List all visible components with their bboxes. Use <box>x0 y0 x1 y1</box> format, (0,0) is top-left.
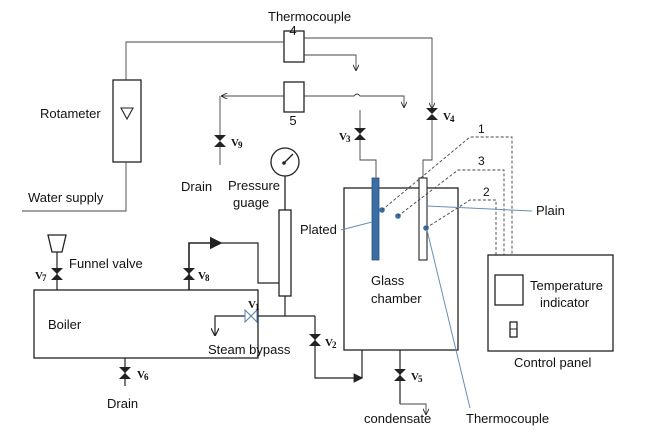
glass-chamber <box>343 187 459 351</box>
superheater-outlet <box>284 296 315 317</box>
pressure-gauge-label-line2: guage <box>233 195 269 210</box>
wire-label-1: 1 <box>478 122 485 136</box>
tc-number-4: 4 <box>289 23 296 38</box>
svg-text:V: V <box>411 371 419 383</box>
svg-text:7: 7 <box>42 273 47 283</box>
superheater-column <box>278 209 292 297</box>
svg-text:V: V <box>443 111 451 123</box>
svg-text:5: 5 <box>418 374 423 384</box>
svg-text:V: V <box>339 131 347 143</box>
signal-line-tc5-right <box>304 93 404 107</box>
svg-text:V: V <box>231 137 239 149</box>
temperature-indicator-label-2: indicator <box>540 295 590 310</box>
boiler-label: Boiler <box>48 317 82 332</box>
funnel-valve-label: Funnel valve <box>69 256 143 271</box>
thermocouple-bottom-leader <box>426 229 471 409</box>
water-supply-label: Water supply <box>28 190 104 205</box>
steam-bypass-line <box>215 315 285 335</box>
valve-v6[interactable]: V 6 <box>119 367 149 382</box>
svg-text:V: V <box>198 270 206 282</box>
pressure-gauge-label-line1: Pressure <box>228 178 280 193</box>
drain-left-label: Drain <box>181 179 212 194</box>
wire-label-2: 2 <box>483 185 490 199</box>
svg-text:6: 6 <box>144 372 149 382</box>
control-panel <box>487 254 614 352</box>
valve-v3[interactable]: V 3 <box>339 128 366 144</box>
valve-v5[interactable]: V 5 <box>394 369 423 384</box>
tc-number-5: 5 <box>289 113 296 128</box>
wire-label-3: 3 <box>478 154 485 168</box>
svg-text:1: 1 <box>255 302 260 312</box>
temperature-display <box>494 274 524 306</box>
thermocouple-wire-2 <box>425 199 497 255</box>
plain-tube-feed <box>422 120 433 188</box>
signal-line-tc4-v4 <box>304 37 432 108</box>
valve-v8[interactable]: V 8 <box>183 268 210 283</box>
svg-text:V: V <box>35 270 43 282</box>
plated-leader <box>340 221 373 231</box>
rotameter-tube <box>112 79 142 163</box>
steam-bypass-label: Steam bypass <box>208 342 291 357</box>
glass-chamber-label-1: Glass <box>371 273 405 288</box>
thermocouple-bottom-label: Thermocouple <box>466 411 549 426</box>
steam-line-to-superheater <box>221 242 279 284</box>
rotameter-label: Rotameter <box>40 106 101 121</box>
condensate-line <box>400 403 426 414</box>
glass-chamber-label-2: chamber <box>371 291 422 306</box>
signal-line-tc4-chamber <box>304 54 356 70</box>
svg-text:8: 8 <box>205 273 210 283</box>
valve-v9[interactable]: V 9 <box>214 135 243 150</box>
svg-text:V: V <box>325 337 333 349</box>
valve-v1[interactable]: V 1 <box>244 299 260 324</box>
svg-text:V: V <box>137 369 145 381</box>
svg-text:V: V <box>248 299 256 311</box>
svg-text:2: 2 <box>332 340 337 350</box>
plain-leader <box>426 205 533 212</box>
plated-tube <box>371 177 380 261</box>
funnel-icon <box>47 234 67 253</box>
thermocouple-wire-3 <box>397 169 505 255</box>
rotameter-float-icon <box>120 107 134 121</box>
svg-text:9: 9 <box>238 140 243 150</box>
thermocouple-box-5 <box>283 81 305 113</box>
control-panel-label: Control panel <box>514 355 591 370</box>
boiler-tank <box>33 289 259 359</box>
plated-label: Plated <box>300 222 337 237</box>
water-supply-line <box>22 162 127 212</box>
svg-text:3: 3 <box>346 134 351 144</box>
pressure-gauge-needle <box>283 153 294 164</box>
thermocouple-box-4 <box>283 30 305 63</box>
temperature-indicator-label-1: Temperature <box>530 278 603 293</box>
valve-v2[interactable]: V 2 <box>309 334 337 350</box>
plated-tube-feed <box>359 110 377 188</box>
condensate-label: condensate <box>364 411 431 426</box>
signal-line-rotameter-tc4 <box>125 41 284 80</box>
valve-v4[interactable]: V 4 <box>426 108 455 124</box>
plain-tube <box>418 177 428 261</box>
thermocouple-top-label: Thermocouple <box>268 9 351 24</box>
drain-bottom-label: Drain <box>107 396 138 411</box>
svg-text:4: 4 <box>450 114 455 124</box>
valve-v7[interactable]: V 7 <box>35 268 63 283</box>
thermocouple-wire-1 <box>381 136 513 255</box>
plain-label: Plain <box>536 203 565 218</box>
